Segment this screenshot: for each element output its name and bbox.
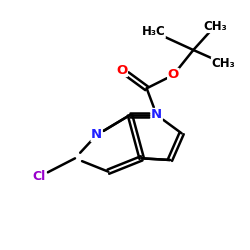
Text: O: O (116, 64, 127, 76)
Text: N: N (91, 128, 102, 141)
Text: CH₃: CH₃ (212, 57, 235, 70)
Text: O: O (168, 68, 179, 82)
Text: CH₃: CH₃ (203, 20, 227, 32)
Text: N: N (151, 108, 162, 122)
Text: H₃C: H₃C (142, 25, 165, 38)
Text: Cl: Cl (33, 170, 46, 183)
